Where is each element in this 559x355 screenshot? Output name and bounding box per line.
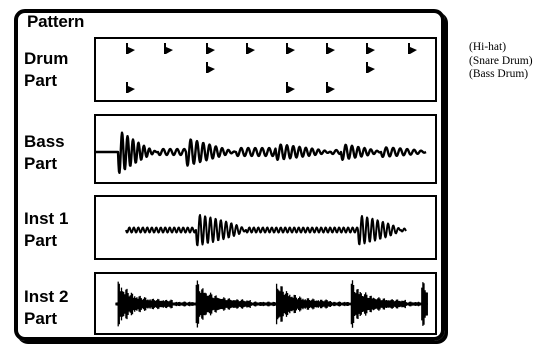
drum-part-label-line1: Drum: [24, 49, 69, 68]
bass-part-label: Bass Part: [24, 131, 90, 175]
inst1-waveform-line: [125, 213, 407, 247]
legend-snare: (Snare Drum): [469, 54, 533, 67]
bass-part-label-line2: Part: [24, 154, 58, 173]
bass-part-label-line1: Bass: [24, 132, 65, 151]
pattern-title: Pattern: [27, 12, 85, 31]
inst1-part-label-line1: Inst 1: [24, 209, 69, 228]
bass-drum-note: [286, 82, 295, 93]
bass-part-waveform: [95, 131, 427, 174]
hihat-note: [206, 43, 215, 54]
inst1-part-label: Inst 1 Part: [24, 208, 90, 252]
hihat-note: [366, 43, 375, 54]
hihat-note: [246, 43, 255, 54]
bass-waveform-line: [95, 131, 427, 174]
inst2-part-waveform: [115, 280, 428, 328]
inst1-part-waveform: [125, 213, 407, 247]
inst2-part-track: [94, 272, 437, 335]
drum-part-track: [94, 37, 437, 102]
inst2-part-label-line2: Part: [24, 309, 58, 328]
legend-hihat: (Hi-hat): [469, 41, 507, 53]
inst1-part-track: [94, 195, 437, 260]
hihat-note: [326, 43, 335, 54]
bass-drum-note: [126, 82, 135, 93]
snare-note: [206, 62, 215, 73]
bass-drum-note: [326, 82, 335, 93]
drum-part-label-line2: Part: [24, 71, 58, 90]
pattern-frame: [14, 9, 445, 341]
hihat-note: [408, 43, 417, 54]
inst2-part-label-line1: Inst 2: [24, 287, 69, 306]
hihat-note: [126, 43, 135, 54]
drum-legend: (Hi-hat) (Snare Drum) (Bass Drum): [469, 41, 533, 82]
inst1-part-label-line2: Part: [24, 231, 58, 250]
hihat-note: [164, 43, 173, 54]
drum-part-notes: [126, 43, 417, 93]
snare-note: [366, 62, 375, 73]
hihat-note: [286, 43, 295, 54]
inst2-part-label: Inst 2 Part: [24, 286, 90, 330]
drum-part-label: Drum Part: [24, 48, 90, 92]
bass-part-track: [94, 114, 437, 184]
legend-bass-drum: (Bass Drum): [469, 68, 529, 80]
